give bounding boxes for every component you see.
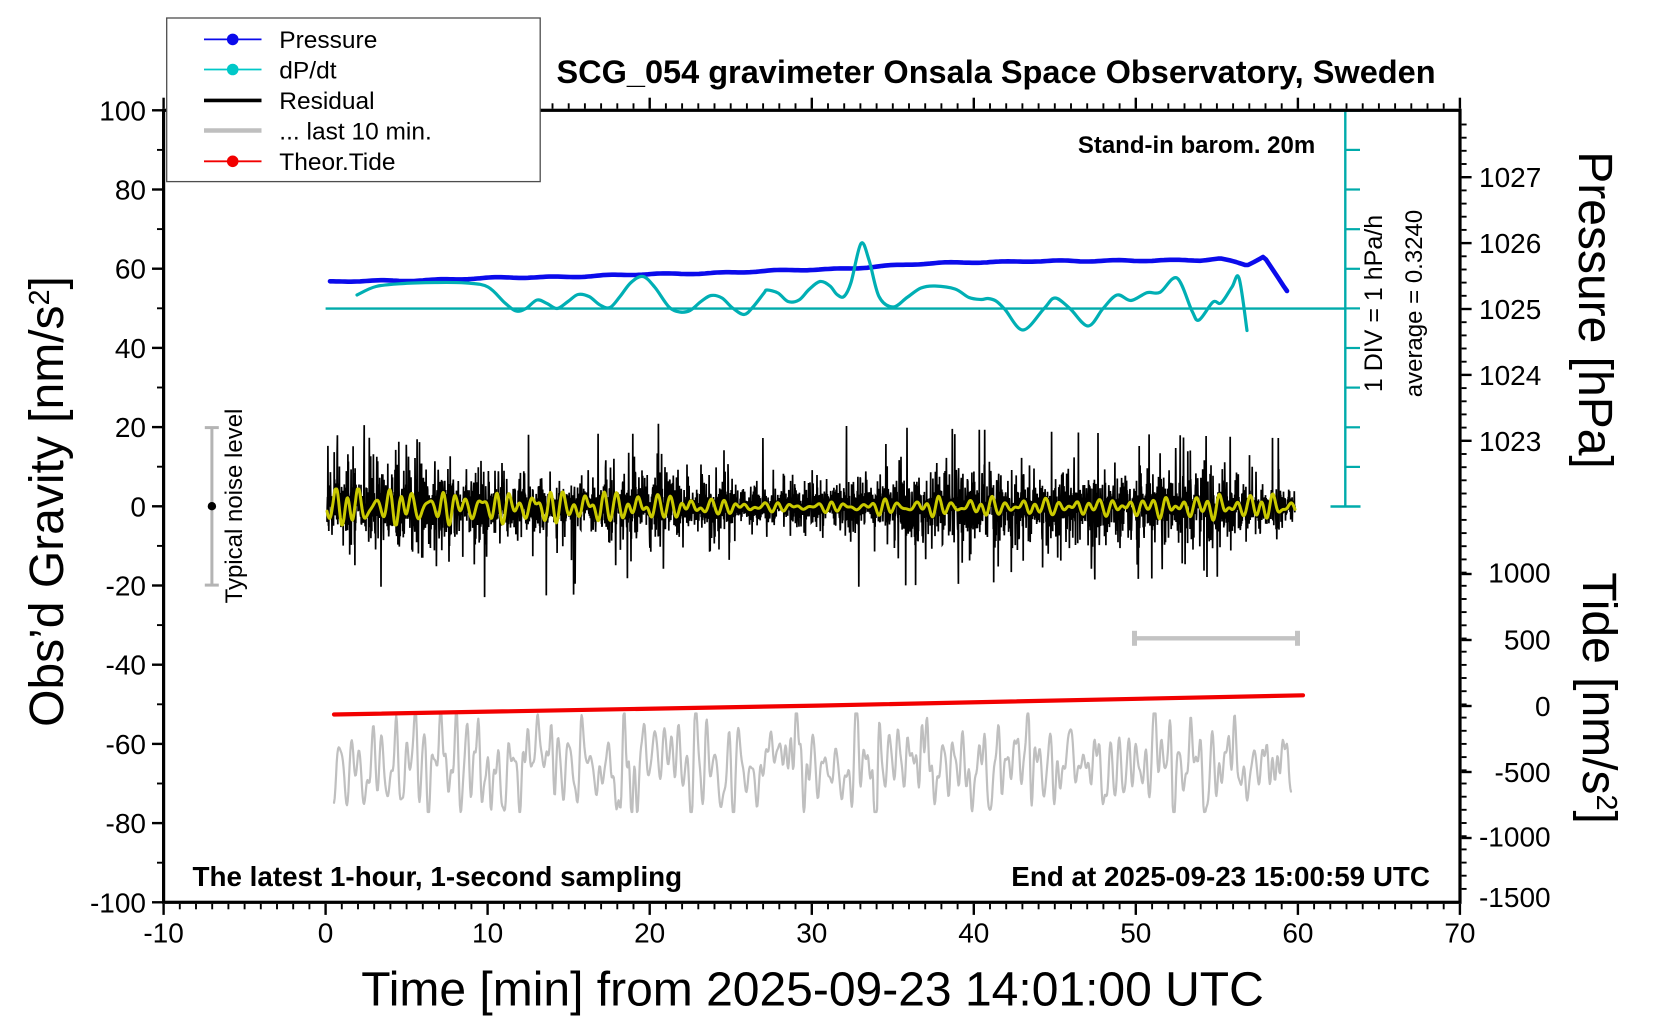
svg-text:Typical noise level: Typical noise level	[221, 409, 248, 604]
svg-text:30: 30	[796, 918, 827, 949]
svg-text:Stand-in barom. 20m: Stand-in barom. 20m	[1078, 132, 1315, 159]
svg-text:1024: 1024	[1479, 360, 1541, 391]
svg-text:average = 0.3240: average = 0.3240	[1401, 210, 1428, 398]
svg-text:-100: -100	[90, 887, 146, 918]
svg-text:End at 2025-09-23 15:00:59 UTC: End at 2025-09-23 15:00:59 UTC	[1011, 861, 1430, 892]
svg-text:80: 80	[115, 175, 146, 206]
svg-text:-80: -80	[106, 808, 146, 839]
svg-text:1025: 1025	[1479, 294, 1541, 325]
svg-text:-1500: -1500	[1479, 882, 1551, 913]
svg-text:70: 70	[1444, 918, 1475, 949]
svg-text:dP/dt: dP/dt	[279, 57, 336, 84]
svg-text:-500: -500	[1495, 757, 1551, 788]
svg-text:Obs’d Gravity [nm/s2]: Obs’d Gravity [nm/s2]	[21, 276, 74, 727]
svg-text:-10: -10	[143, 918, 183, 949]
svg-text:0: 0	[1535, 691, 1551, 722]
svg-text:1026: 1026	[1479, 228, 1541, 259]
svg-text:Theor.Tide: Theor.Tide	[279, 149, 395, 176]
svg-text:0: 0	[130, 491, 146, 522]
svg-text:-1000: -1000	[1479, 822, 1551, 853]
svg-text:40: 40	[115, 333, 146, 364]
svg-text:-60: -60	[106, 729, 146, 760]
svg-text:0: 0	[318, 918, 334, 949]
svg-text:Residual: Residual	[279, 88, 374, 115]
svg-text:10: 10	[472, 918, 503, 949]
svg-text:500: 500	[1504, 625, 1551, 656]
svg-text:60: 60	[115, 254, 146, 285]
svg-text:20: 20	[115, 412, 146, 443]
svg-text:Pressure [hPa]: Pressure [hPa]	[1568, 151, 1621, 468]
svg-text:... last 10 min.: ... last 10 min.	[279, 118, 432, 145]
svg-text:40: 40	[958, 918, 989, 949]
svg-text:1 DIV = 1 hPa/h: 1 DIV = 1 hPa/h	[1360, 215, 1388, 392]
svg-text:-20: -20	[106, 571, 146, 602]
svg-text:20: 20	[634, 918, 665, 949]
svg-text:The latest 1-hour, 1-second sa: The latest 1-hour, 1-second sampling	[193, 861, 683, 892]
svg-text:Time [min] from 2025-09-23 14:: Time [min] from 2025-09-23 14:01:00 UTC	[361, 964, 1264, 1017]
svg-text:SCG_054 gravimeter Onsala Spac: SCG_054 gravimeter Onsala Space Observat…	[556, 54, 1435, 90]
svg-text:Tide [nm/s2]: Tide [nm/s2]	[1572, 572, 1625, 824]
svg-text:1023: 1023	[1479, 426, 1541, 457]
svg-text:60: 60	[1282, 918, 1313, 949]
svg-text:Pressure: Pressure	[279, 27, 377, 54]
svg-text:-40: -40	[106, 650, 146, 681]
svg-text:100: 100	[99, 95, 146, 126]
svg-text:1000: 1000	[1488, 558, 1550, 589]
svg-text:50: 50	[1120, 918, 1151, 949]
svg-text:1027: 1027	[1479, 162, 1541, 193]
